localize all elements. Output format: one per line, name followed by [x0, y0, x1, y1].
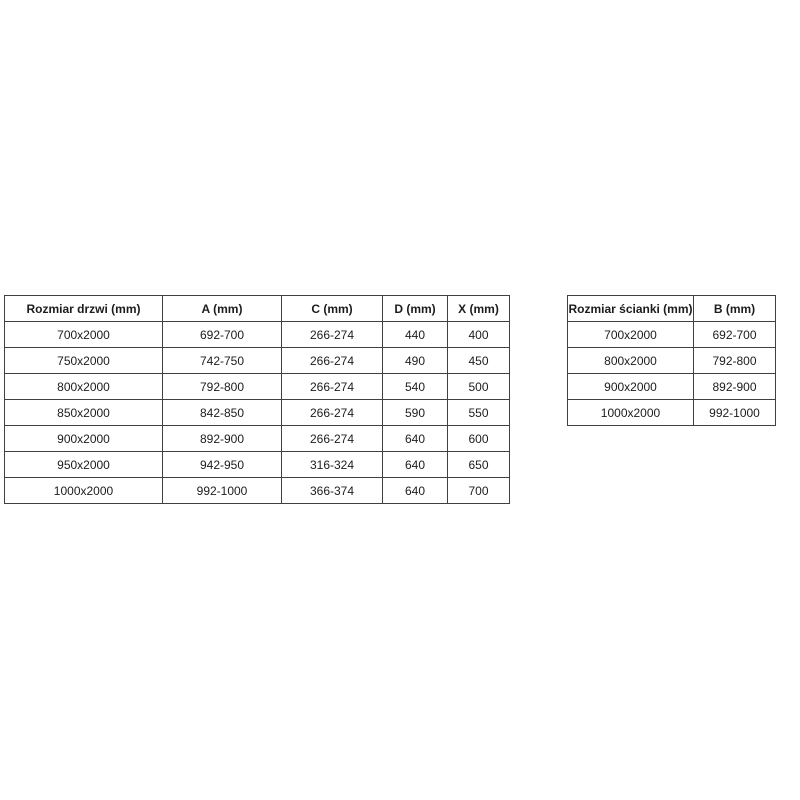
column-header: A (mm): [162, 295, 282, 322]
table-row: 800x2000 792-800: [567, 347, 776, 374]
table-cell: 650: [447, 451, 510, 478]
column-header: C (mm): [281, 295, 383, 322]
table-cell: 950x2000: [4, 451, 163, 478]
column-header: Rozmiar drzwi (mm): [4, 295, 163, 322]
table-cell: 750x2000: [4, 347, 163, 374]
column-header: Rozmiar ścianki (mm): [567, 295, 694, 322]
table-cell: 266-274: [281, 399, 383, 426]
table-cell: 640: [382, 477, 448, 504]
column-header: X (mm): [447, 295, 510, 322]
table-cell: 792-800: [693, 347, 776, 374]
column-header: B (mm): [693, 295, 776, 322]
table-row: 900x2000 892-900 266-274 640 600: [4, 425, 510, 452]
table-cell: 440: [382, 321, 448, 348]
wall-sizes-table: Rozmiar ścianki (mm) B (mm) 700x2000 692-7…: [567, 295, 776, 426]
table-cell: 892-900: [693, 373, 776, 400]
table-cell: 700: [447, 477, 510, 504]
table-cell: 742-750: [162, 347, 282, 374]
table-cell: 992-1000: [162, 477, 282, 504]
table-cell: 550: [447, 399, 510, 426]
table-cell: 590: [382, 399, 448, 426]
table-cell: 700x2000: [567, 321, 694, 348]
table-row: 1000x2000 992-1000: [567, 399, 776, 426]
table-cell: 266-274: [281, 425, 383, 452]
table-row: 700x2000 692-700: [567, 321, 776, 348]
table-cell: 850x2000: [4, 399, 163, 426]
table-row: 750x2000 742-750 266-274 490 450: [4, 347, 510, 374]
table-row: 850x2000 842-850 266-274 590 550: [4, 399, 510, 426]
table-cell: 316-324: [281, 451, 383, 478]
table-cell: 540: [382, 373, 448, 400]
table-cell: 266-274: [281, 347, 383, 374]
table-header-row: Rozmiar ścianki (mm) B (mm): [567, 295, 776, 322]
table-row: 1000x2000 992-1000 366-374 640 700: [4, 477, 510, 504]
table-row: 800x2000 792-800 266-274 540 500: [4, 373, 510, 400]
table-cell: 366-374: [281, 477, 383, 504]
table-cell: 490: [382, 347, 448, 374]
table-cell: 992-1000: [693, 399, 776, 426]
table-cell: 942-950: [162, 451, 282, 478]
door-sizes-table: Rozmiar drzwi (mm) A (mm) C (mm) D (mm) X (m…: [4, 295, 510, 504]
table-cell: 900x2000: [567, 373, 694, 400]
table-cell: 640: [382, 451, 448, 478]
table-cell: 792-800: [162, 373, 282, 400]
table-cell: 692-700: [162, 321, 282, 348]
table-cell: 600: [447, 425, 510, 452]
table-cell: 450: [447, 347, 510, 374]
table-cell: 640: [382, 425, 448, 452]
table-cell: 400: [447, 321, 510, 348]
table-cell: 892-900: [162, 425, 282, 452]
table-cell: 266-274: [281, 321, 383, 348]
table-cell: 842-850: [162, 399, 282, 426]
table-row: 700x2000 692-700 266-274 440 400: [4, 321, 510, 348]
table-cell: 1000x2000: [4, 477, 163, 504]
table-cell: 800x2000: [567, 347, 694, 374]
column-header: D (mm): [382, 295, 448, 322]
table-cell: 1000x2000: [567, 399, 694, 426]
table-cell: 692-700: [693, 321, 776, 348]
table-cell: 800x2000: [4, 373, 163, 400]
table-header-row: Rozmiar drzwi (mm) A (mm) C (mm) D (mm) X (m…: [4, 295, 510, 322]
table-cell: 266-274: [281, 373, 383, 400]
table-cell: 900x2000: [4, 425, 163, 452]
table-cell: 700x2000: [4, 321, 163, 348]
table-cell: 500: [447, 373, 510, 400]
table-row: 900x2000 892-900: [567, 373, 776, 400]
table-row: 950x2000 942-950 316-324 640 650: [4, 451, 510, 478]
